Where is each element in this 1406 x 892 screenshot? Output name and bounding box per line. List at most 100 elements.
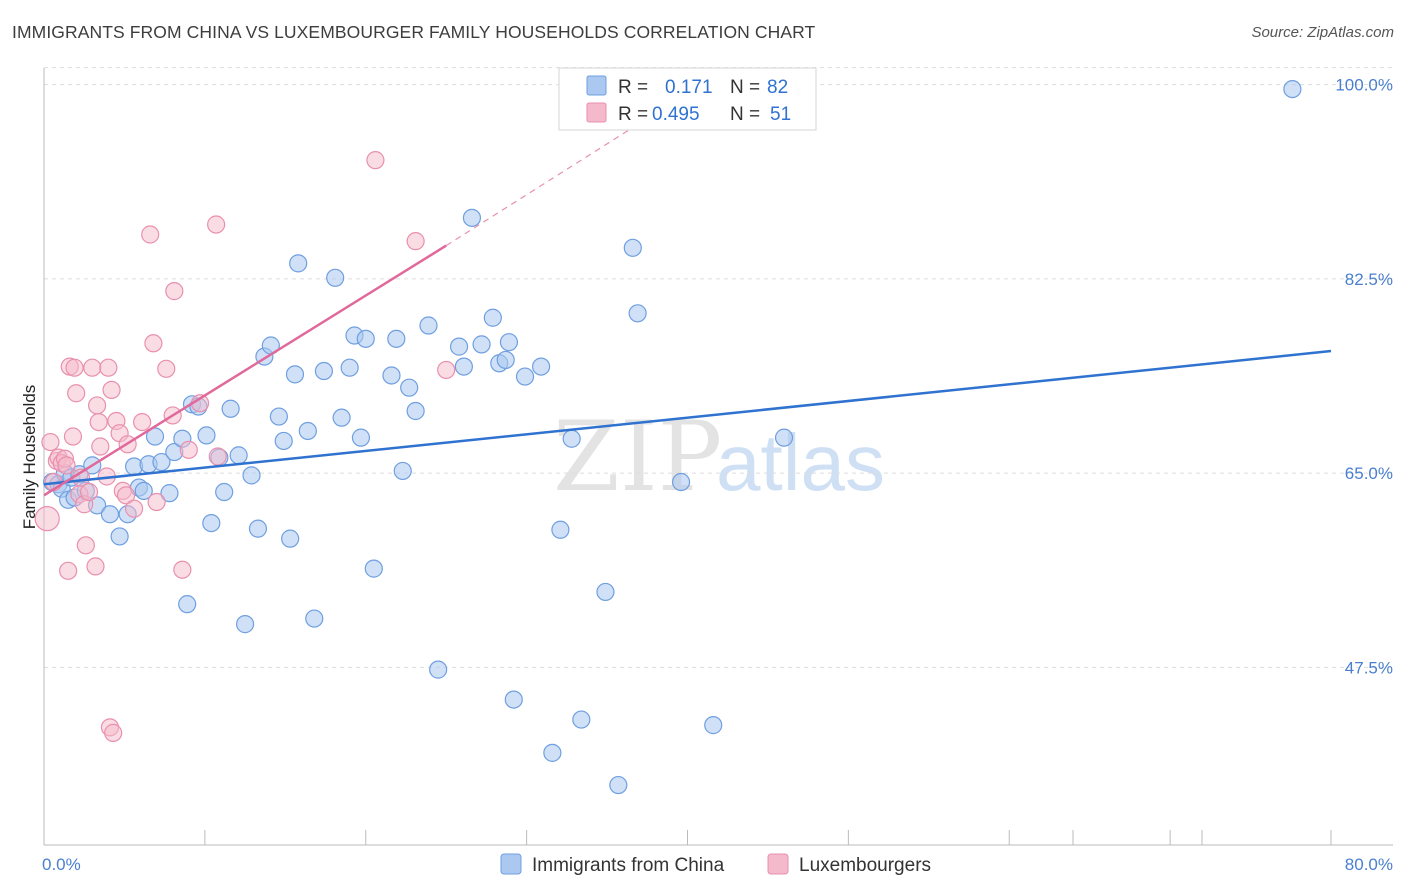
luxembourger-trend-line: [43, 244, 447, 497]
luxembourger-point: [65, 358, 84, 377]
china-point: [202, 513, 221, 533]
watermark-zip: ZIP: [553, 401, 722, 513]
china-point: [449, 337, 469, 356]
luxembourger-point: [59, 561, 78, 580]
luxembourger-point: [144, 334, 163, 353]
china-point: [274, 431, 293, 451]
china-point: [242, 466, 261, 485]
trend-lines: [43, 122, 1332, 497]
luxembourger-point: [67, 384, 86, 403]
luxembourger-point: [86, 557, 105, 576]
china-point: [289, 254, 308, 273]
china-point: [400, 378, 419, 397]
x-tick-label-max: 80.0%: [1345, 855, 1393, 874]
china-point: [429, 660, 448, 679]
china-point: [134, 481, 153, 501]
china-point: [532, 357, 551, 376]
china-point: [178, 595, 197, 614]
luxembourger-point: [165, 282, 184, 301]
china-point: [221, 399, 240, 418]
china-point: [215, 482, 234, 502]
luxembourger-point: [89, 412, 108, 432]
china-trend-line: [43, 349, 1332, 486]
luxembourger-point: [141, 225, 160, 244]
luxembourger-point: [87, 396, 107, 415]
luxembourger-point: [34, 506, 60, 532]
legend-n-label-pink: N =: [730, 104, 760, 125]
china-point: [596, 582, 615, 602]
china-point: [305, 609, 324, 628]
china-point: [1283, 79, 1302, 99]
china-point: [504, 690, 523, 709]
china-point: [671, 472, 691, 492]
china-point: [351, 428, 371, 447]
luxembourger-point: [99, 358, 118, 377]
luxembourger-trend-extension: [445, 122, 640, 247]
luxembourger-point: [437, 360, 456, 380]
china-point: [160, 484, 179, 503]
legend-r-value-blue: 0.171: [665, 77, 713, 98]
china-point: [229, 446, 248, 465]
y-tick-label: 47.5%: [1345, 658, 1393, 677]
china-point: [285, 365, 305, 384]
luxembourger-point: [104, 723, 123, 742]
watermark-atlas: atlas: [716, 418, 885, 507]
china-point: [235, 615, 255, 634]
luxembourger-point: [124, 499, 144, 518]
china-point: [197, 426, 216, 445]
china-point: [572, 710, 591, 729]
luxembourger-point: [406, 232, 425, 251]
stats-legend: R = 0.171 N = 82 R = 0.495 N = 51: [558, 67, 817, 131]
y-tick-label: 100.0%: [1335, 76, 1393, 95]
y-tick-labels: 47.5% 65.0% 82.5% 100.0%: [1335, 76, 1393, 678]
china-point: [152, 452, 171, 472]
china-point: [774, 428, 794, 447]
china-point: [462, 208, 482, 227]
luxembourger-point: [147, 492, 166, 512]
legend-n-label-blue: N =: [730, 77, 760, 98]
legend-n-value-blue: 82: [767, 77, 788, 98]
china-point: [340, 358, 359, 377]
legend-r-label-pink: R =: [618, 104, 648, 125]
china-point: [382, 366, 401, 385]
china-point: [314, 361, 334, 381]
china-point: [406, 401, 425, 421]
china-point: [419, 316, 438, 335]
china-point: [248, 519, 268, 538]
luxembourger-point: [179, 440, 198, 459]
legend-swatch-blue: [586, 75, 607, 96]
china-point: [515, 367, 535, 386]
china-point: [281, 529, 300, 548]
bottom-legend-swatch-china: [500, 853, 522, 875]
luxembourger-point: [57, 456, 76, 475]
china-point: [496, 350, 515, 370]
china-point: [100, 505, 120, 524]
legend-swatch-pink: [586, 102, 607, 123]
luxembourger-point: [157, 359, 176, 378]
china-point: [110, 527, 129, 546]
bottom-legend-label-china: Immigrants from China: [532, 855, 725, 876]
y-tick-label: 82.5%: [1345, 270, 1393, 289]
china-point: [704, 716, 723, 735]
grid-lines: [44, 67, 1393, 668]
chart-title: IMMIGRANTS FROM CHINA VS LUXEMBOURGER FA…: [12, 22, 816, 42]
china-point: [609, 775, 628, 795]
legend-n-value-pink: 51: [770, 104, 791, 125]
luxembourger-point: [83, 358, 102, 377]
china-point: [393, 461, 412, 481]
bottom-legend-label-luxembourgers: Luxembourgers: [799, 855, 931, 876]
y-tick-label: 65.0%: [1345, 464, 1393, 483]
china-point: [145, 427, 165, 446]
luxembourger-point: [41, 432, 60, 452]
china-point: [543, 743, 562, 762]
china-point: [356, 329, 375, 348]
luxembourger-point: [91, 437, 110, 456]
bottom-legend-swatch-luxembourgers: [767, 853, 789, 875]
luxembourger-point: [116, 486, 136, 505]
luxembourger-point: [173, 560, 192, 579]
luxembourger-point: [63, 427, 83, 446]
luxembourger-point: [102, 380, 121, 399]
x-ticks: [204, 830, 1332, 845]
china-point: [562, 429, 581, 448]
china-point: [499, 333, 519, 352]
